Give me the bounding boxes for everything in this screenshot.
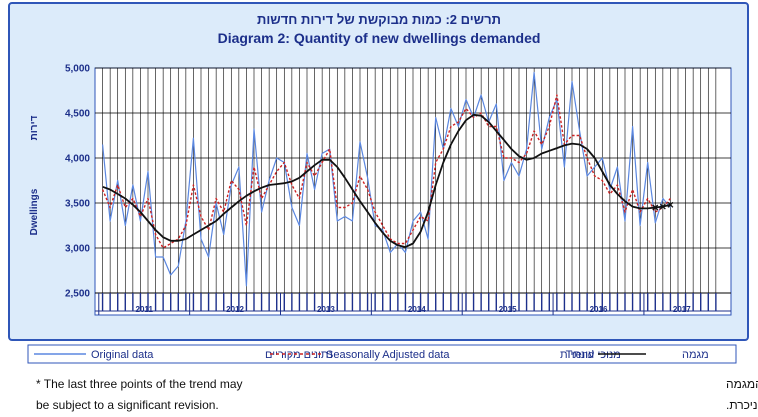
- chart-title: Diagram 2: Quantity of new dwellings dem…: [218, 30, 541, 46]
- y-tick-label: 3,000: [65, 244, 90, 255]
- y-tick-label: 4,500: [65, 109, 90, 120]
- year-label: 2012: [226, 305, 244, 314]
- series-line-seasonally-adjusted-data: [101, 94, 671, 249]
- year-label: 2017: [673, 305, 691, 314]
- footnote-english-line1: * The last three points of the trend may: [36, 377, 243, 391]
- trend-revision-marker: [652, 204, 659, 211]
- year-labels: 2011 2012 2013 2014 2015 2016 2017: [98, 293, 691, 315]
- legend-original-label: Original data: [91, 349, 154, 361]
- legend-box: [27, 344, 737, 364]
- footnote-hebrew-line1: * שלושת האומדנים האחרונים של המגמה: [726, 377, 758, 391]
- series-line-original-data: [102, 71, 671, 287]
- legend-trend-label: Trend: [566, 349, 594, 361]
- y-axis-label-hebrew: דירות: [29, 115, 40, 140]
- y-tick-label: 3,500: [65, 199, 90, 210]
- series-layer: [101, 71, 674, 287]
- series-line-trend: [102, 113, 671, 249]
- year-label: 2013: [317, 305, 335, 314]
- year-label: 2011: [136, 305, 154, 314]
- month-tick-layer: [95, 293, 731, 312]
- y-tick-label: 5,000: [65, 64, 90, 75]
- y-tick-labels: 2,500 3,000 3,500 4,000 4,500 5,000: [65, 64, 90, 300]
- footnote-english-line2: be subject to a significant revision.: [36, 398, 219, 412]
- legend-trend-label-hebrew: מגמה: [682, 349, 709, 361]
- year-label: 2014: [408, 305, 426, 314]
- legend-sa-label-hebrew: מנוכי עונתיות: [560, 349, 621, 361]
- footnote-hebrew-line2: עשויים להשתנות במידה ניכרת.: [726, 398, 758, 412]
- legend-original-label-hebrew: נתונים מקוריים: [265, 349, 333, 361]
- y-axis-label: Dwellings: [29, 188, 40, 235]
- legend-sa-label: Seasonally Adjusted data: [326, 349, 450, 361]
- trend-revision-marker: [659, 203, 666, 210]
- trend-revision-marker: [667, 201, 674, 208]
- chart-title-hebrew: תרשים 2: כמות מבוקשת של דירות חדשות: [257, 12, 501, 27]
- year-label: 2016: [590, 305, 608, 314]
- year-label: 2015: [499, 305, 517, 314]
- y-tick-label: 4,000: [65, 154, 90, 165]
- y-tick-label: 2,500: [65, 289, 90, 300]
